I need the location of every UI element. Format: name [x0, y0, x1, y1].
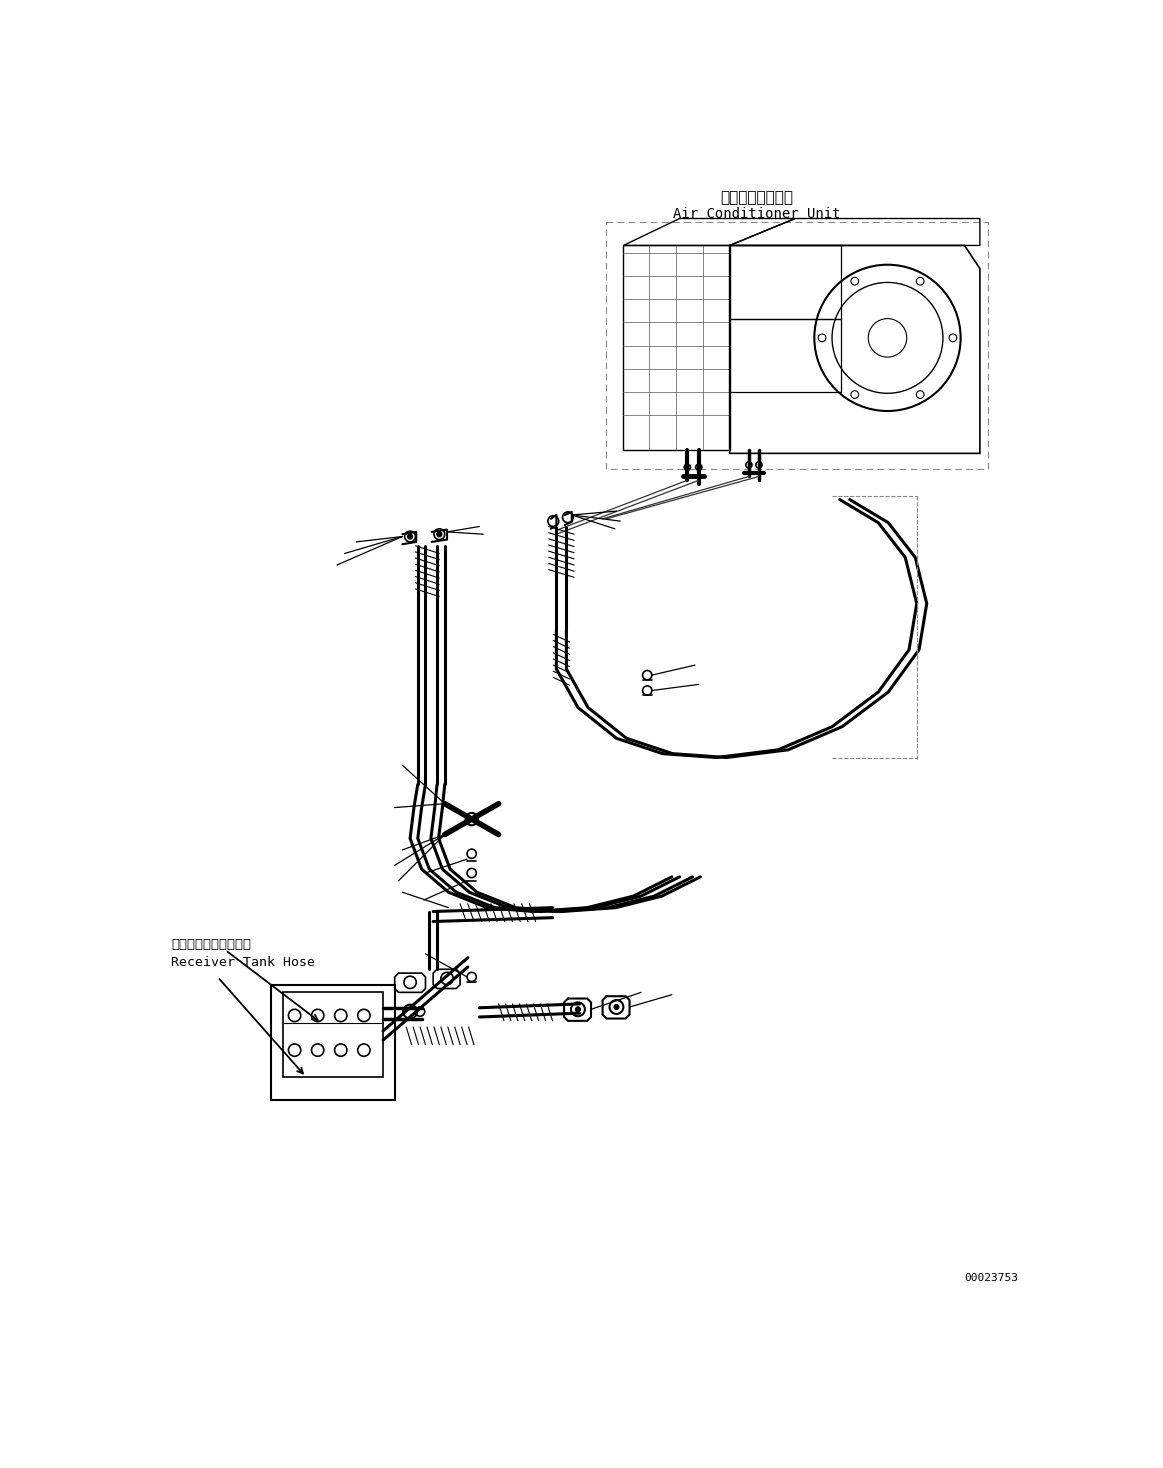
Circle shape — [613, 1004, 620, 1010]
Text: エアコンユニット: エアコンユニット — [720, 189, 793, 206]
Bar — [271, 985, 394, 1100]
Text: Receiver Tank Hose: Receiver Tank Hose — [171, 956, 315, 969]
Circle shape — [408, 534, 413, 539]
Circle shape — [437, 531, 442, 536]
Bar — [283, 992, 383, 1078]
Text: 00023753: 00023753 — [964, 1273, 1019, 1283]
Text: レシーバタンクホース: レシーバタンクホース — [171, 938, 251, 951]
Text: Air Conditioner Unit: Air Conditioner Unit — [673, 207, 841, 222]
Circle shape — [575, 1006, 582, 1013]
